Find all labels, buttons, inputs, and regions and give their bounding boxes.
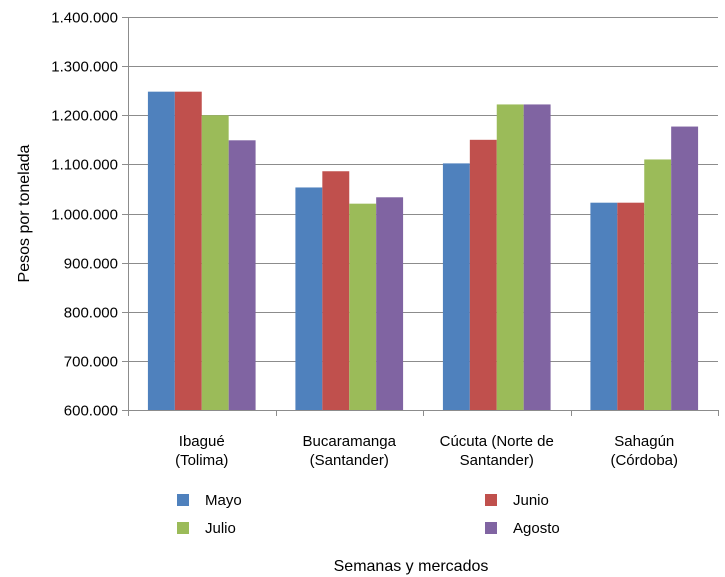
legend: Mayo Junio Julio Agosto — [177, 492, 560, 537]
bar-agosto — [671, 126, 699, 411]
legend-label-junio: Junio — [513, 492, 549, 509]
bar-agosto — [376, 197, 404, 410]
y-tick-label: 1.300.000 — [51, 59, 118, 76]
x-category-label: (Tolima) — [175, 452, 228, 469]
x-category-label: Sahagún — [614, 433, 674, 450]
x-category-label: Santander) — [460, 452, 534, 469]
bar-mayo — [590, 202, 618, 410]
bar-mayo — [295, 187, 323, 410]
bar-mayo — [147, 91, 175, 411]
bar-junio — [469, 139, 497, 410]
y-tick-label: 900.000 — [64, 256, 118, 273]
bar-mayo — [442, 163, 470, 410]
bars — [147, 91, 699, 411]
bar-junio — [322, 171, 350, 410]
bar-agosto — [523, 104, 551, 410]
x-category-labels: Ibagué (Tolima) Bucaramanga (Santander) Cúcu… — [175, 433, 678, 469]
legend-swatch-mayo — [177, 494, 189, 506]
x-category-label: Cúcuta (Norte de — [440, 433, 554, 450]
y-tick-label: 600.000 — [64, 403, 118, 420]
bar-julio — [644, 159, 672, 410]
bar-junio — [617, 202, 645, 410]
axes — [128, 17, 719, 416]
x-category-label: (Córdoba) — [610, 452, 678, 469]
bar-julio — [349, 203, 377, 410]
bar-julio — [201, 115, 229, 410]
legend-swatch-junio — [485, 494, 497, 506]
x-category-label: Bucaramanga — [303, 433, 397, 450]
x-axis-title: Semanas y mercados — [334, 558, 489, 575]
legend-label-agosto: Agosto — [513, 520, 560, 537]
bar-junio — [174, 91, 202, 411]
y-tick-label: 800.000 — [64, 305, 118, 322]
legend-label-julio: Julio — [205, 520, 236, 537]
y-tick-labels: 600.000 700.000 800.000 900.000 1.000.000 1.1… — [51, 10, 118, 420]
x-category-label: Ibagué — [179, 433, 225, 450]
y-tick-label: 700.000 — [64, 354, 118, 371]
y-tick-label: 1.100.000 — [51, 157, 118, 174]
legend-swatch-julio — [177, 522, 189, 534]
bar-julio — [496, 104, 524, 410]
legend-label-mayo: Mayo — [205, 492, 242, 509]
y-tick-label: 1.400.000 — [51, 10, 118, 27]
x-category-label: (Santander) — [310, 452, 389, 469]
y-tick-label: 1.200.000 — [51, 108, 118, 125]
bar-agosto — [228, 140, 256, 411]
y-tick-label: 1.000.000 — [51, 207, 118, 224]
y-axis-title: Pesos por tonelada — [16, 144, 33, 282]
legend-swatch-agosto — [485, 522, 497, 534]
